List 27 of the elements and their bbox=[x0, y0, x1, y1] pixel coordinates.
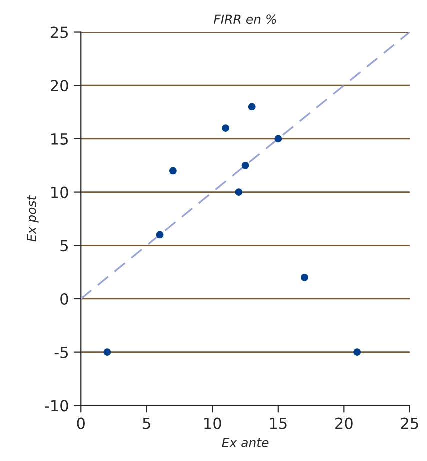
x-tick-label: 25 bbox=[401, 418, 418, 430]
x-tick-label: 0 bbox=[77, 418, 85, 430]
chart-title: FIRR en % bbox=[214, 14, 276, 24]
y-tick-label: 5 bbox=[60, 240, 68, 252]
y-tick-label: 15 bbox=[52, 134, 68, 145]
point bbox=[354, 348, 361, 356]
y-tick-label: -5 bbox=[54, 347, 68, 358]
x-tick-label: 5 bbox=[143, 418, 150, 430]
point bbox=[242, 162, 250, 170]
point bbox=[301, 274, 308, 282]
point bbox=[248, 103, 256, 111]
y-axis-title: Ex post bbox=[27, 195, 39, 242]
y-tick-label: 20 bbox=[51, 80, 68, 92]
point bbox=[235, 188, 243, 196]
y-tick-label: 10 bbox=[52, 186, 68, 198]
x-axis-title: Ex ante bbox=[222, 438, 269, 448]
y-tick-label: 25 bbox=[51, 26, 68, 38]
x-tick-label: 15 bbox=[270, 418, 287, 430]
point bbox=[274, 135, 282, 143]
x-tick-label: 20 bbox=[336, 418, 353, 430]
y-tick-label: 0 bbox=[60, 293, 68, 306]
point bbox=[104, 348, 112, 356]
point bbox=[222, 124, 230, 132]
point bbox=[170, 167, 177, 175]
point bbox=[156, 231, 164, 239]
x-tick-label: 10 bbox=[204, 418, 222, 430]
y-tick-label: -10 bbox=[45, 400, 68, 412]
